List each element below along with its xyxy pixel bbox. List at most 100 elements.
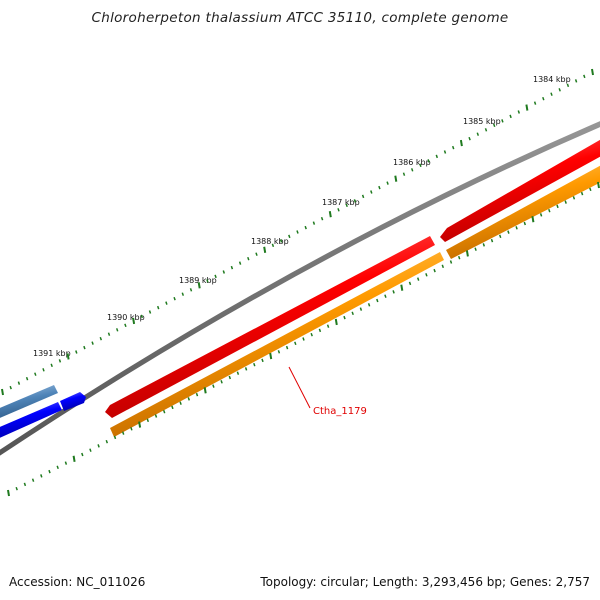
inner-ruler-tick (72, 455, 76, 462)
inner-ruler-tick (154, 414, 158, 418)
outer-ruler-tick (91, 341, 94, 345)
outer-ruler-tick (468, 136, 471, 141)
inner-ruler-tick (597, 181, 600, 189)
inner-ruler-tick (408, 281, 412, 286)
outer-ruler-tick (574, 79, 578, 83)
outer-ruler-tick (542, 96, 545, 101)
outer-ruler-tick (435, 154, 439, 159)
inner-ruler-tick (343, 315, 346, 320)
inner-ruler-tick (490, 238, 494, 243)
outer-ruler-tick (25, 376, 29, 381)
inner-ruler-tick (515, 226, 518, 230)
inner-ruler-tick (212, 384, 215, 388)
inner-ruler-tick (564, 200, 567, 204)
gene-cds-red-right (440, 139, 600, 242)
outer-ruler-tick (583, 74, 586, 79)
inner-ruler-tick (302, 337, 305, 341)
gene-steelblue (0, 385, 58, 418)
outer-ruler-tick (533, 101, 537, 105)
inner-ruler-tick (23, 482, 27, 487)
inner-ruler-tick (138, 421, 142, 428)
inner-ruler-tick (228, 375, 232, 380)
gene-blue-small (60, 392, 86, 411)
inner-ruler-tick (146, 418, 150, 423)
outer-ruler-tick (476, 132, 480, 136)
inner-ruler-tick (556, 204, 559, 209)
outer-ruler-tick (288, 234, 291, 239)
outer-ruler-tick (206, 279, 209, 283)
gene-cds-red-left (105, 236, 435, 418)
outer-ruler-tick (58, 359, 62, 363)
inner-ruler-tick (589, 187, 592, 192)
outer-ruler-tick (173, 296, 176, 301)
outer-ruler-tick (370, 190, 373, 194)
outer-ruler-tick (558, 88, 561, 92)
outer-ruler-tick (107, 332, 111, 336)
outer-ruler-tick (66, 353, 70, 360)
outer-ruler-tick (181, 292, 185, 296)
outer-ruler-tick (230, 265, 234, 270)
inner-ruler-tick (572, 196, 576, 200)
outer-ruler-tick (443, 150, 447, 154)
inner-ruler-tick (269, 352, 273, 360)
outer-ruler-tick (410, 168, 414, 172)
inner-ruler-tick (580, 191, 584, 196)
outer-ruler-tick (34, 372, 37, 376)
outer-ruler-tick (279, 239, 283, 243)
inner-ruler-tick (318, 328, 322, 333)
outer-ruler-tick (214, 274, 217, 279)
outer-ruler-tick (386, 181, 389, 185)
inner-ruler-tick (392, 290, 395, 294)
inner-ruler-tick (539, 213, 543, 217)
inner-ruler-tick (121, 431, 125, 435)
inner-ruler-tick (89, 448, 92, 452)
outer-ruler-tick (566, 83, 570, 88)
outer-ruler-tick (337, 208, 340, 212)
outer-ruler-tick (312, 221, 316, 225)
outer-ruler-tick (247, 256, 250, 261)
gene-label-leader (288, 366, 311, 409)
outer-ruler-tick (75, 350, 78, 354)
inner-ruler-tick (15, 486, 18, 491)
inner-ruler-tick (465, 250, 469, 257)
outer-ruler-tick (517, 110, 521, 114)
inner-ruler-tick (179, 401, 182, 405)
outer-ruler-tick (296, 230, 299, 234)
outer-ruler-tick (156, 305, 160, 310)
outer-ruler-tick (189, 288, 193, 292)
outer-ruler-tick (255, 252, 258, 256)
ruler-label-1389: 1389 kbp (179, 276, 217, 285)
inner-ruler-tick (113, 435, 117, 440)
outer-ruler-tick (17, 381, 21, 385)
outer-ruler-tick (345, 203, 348, 208)
ruler-label-1384: 1384 kbp (533, 75, 571, 84)
inner-ruler-tick (498, 234, 502, 239)
outer-ruler-tick (165, 301, 168, 305)
gene-blue-large (0, 402, 62, 438)
ruler-label-1386: 1386 kbp (393, 158, 431, 167)
outer-ruler-tick (550, 92, 553, 96)
outer-ruler-tick (263, 246, 267, 253)
inner-ruler-tick (326, 324, 330, 328)
outer-ruler-tick (402, 172, 406, 176)
inner-ruler-tick (130, 427, 133, 431)
inner-ruler-tick (482, 243, 486, 247)
outer-ruler-tick (50, 363, 53, 368)
outer-ruler-tick (115, 328, 119, 332)
outer-ruler-tick (197, 282, 201, 289)
inner-ruler-tick (310, 332, 313, 337)
outer-ruler-tick (501, 119, 504, 123)
inner-ruler-tick (31, 478, 35, 482)
inner-ruler-tick (449, 260, 453, 264)
outer-ruler-tick (140, 314, 144, 319)
inner-ruler-tick (359, 307, 363, 311)
ruler-label-1390: 1390 kbp (107, 313, 145, 322)
inner-ruler-tick (433, 268, 436, 273)
inner-ruler-tick (40, 474, 43, 478)
gene-cds-orange-left (110, 252, 444, 437)
inner-ruler-tick (261, 358, 264, 363)
outer-ruler-tick (361, 194, 365, 199)
inner-ruler-tick (162, 409, 166, 414)
inner-ruler-tick (195, 392, 199, 397)
